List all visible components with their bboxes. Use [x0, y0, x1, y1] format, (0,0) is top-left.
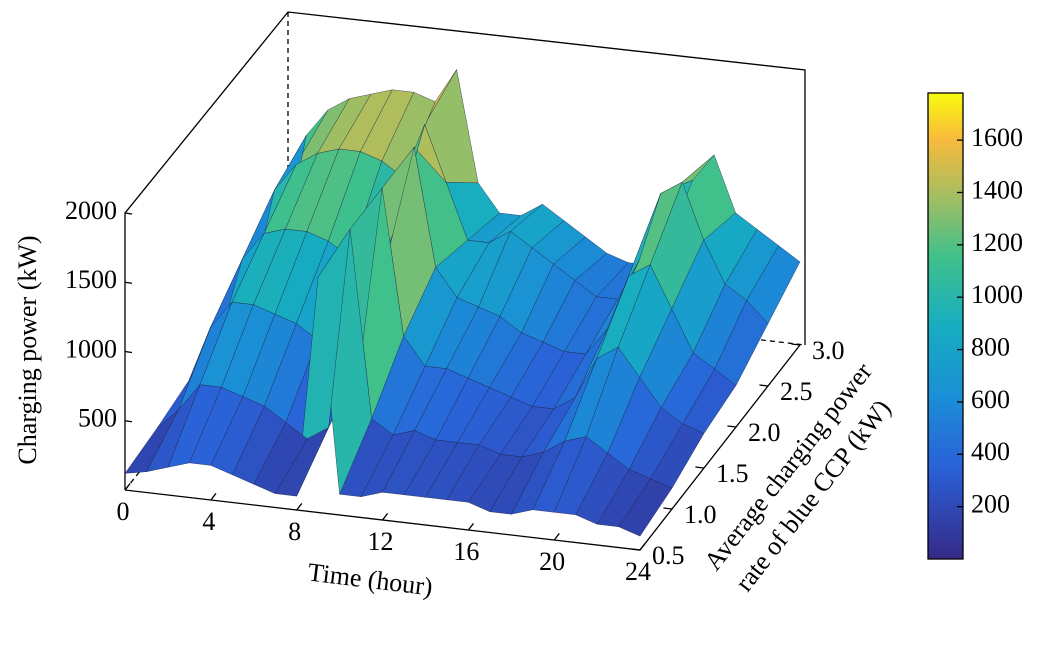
x-tick-label: 8 [288, 517, 301, 546]
x-tick-label: 24 [625, 557, 651, 586]
x-tick-label: 0 [117, 497, 130, 526]
x-tick [124, 483, 131, 491]
x-tick [210, 493, 217, 501]
colorbar-tick-label: 1400 [971, 175, 1023, 204]
x-axis-title: Time (hour) [306, 557, 434, 601]
y-tick [695, 466, 705, 469]
x-tick [553, 533, 560, 541]
colorbar [927, 92, 964, 560]
colorbar-tick-label: 200 [971, 490, 1010, 519]
y-tick [663, 507, 673, 510]
z-tick [124, 420, 133, 423]
colorbar-tick-label: 1200 [971, 228, 1023, 257]
x-tick [639, 543, 646, 551]
z-tick [124, 281, 133, 284]
z-tick-label: 1000 [65, 334, 117, 363]
x-tick-label: 20 [539, 547, 565, 576]
y-tick [759, 384, 769, 387]
z-tick [124, 350, 133, 354]
colorbar-tick-label: 400 [971, 437, 1010, 466]
surface-patch [124, 409, 179, 474]
x-tick [296, 503, 303, 511]
colorbar-tick-label: 600 [971, 385, 1010, 414]
colorbar-tick-label: 1600 [971, 123, 1023, 152]
y-tick [791, 343, 801, 346]
x-tick [467, 523, 474, 531]
y-tick-label: 1.0 [684, 500, 717, 529]
y-tick-label: 1.5 [716, 459, 749, 488]
colorbar-tick-label: 800 [971, 333, 1010, 362]
x-tick-label: 12 [368, 527, 394, 556]
x-tick-label: 16 [453, 537, 479, 566]
colorbar-tick-label: 1000 [971, 280, 1023, 309]
y-tick-label: 3.0 [812, 336, 845, 365]
z-tick [124, 212, 133, 215]
x-tick-label: 4 [202, 507, 215, 536]
z-tick-label: 2000 [65, 196, 117, 225]
y-tick-label: 0.5 [652, 541, 685, 570]
z-tick-label: 1500 [65, 265, 117, 294]
z-tick-label: 500 [78, 404, 117, 433]
y-tick [727, 425, 737, 428]
z-axis-title: Charging power (kW) [13, 235, 42, 464]
x-tick [381, 513, 389, 521]
y-tick-label: 2.5 [780, 377, 813, 406]
y-tick-label: 2.0 [748, 418, 781, 447]
surface [124, 68, 801, 537]
y-tick [631, 548, 641, 551]
